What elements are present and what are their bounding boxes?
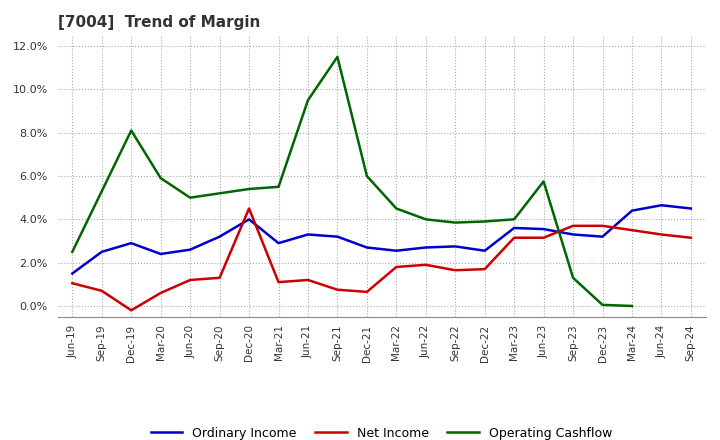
Operating Cashflow	[68, 249, 76, 254]
Text: [7004]  Trend of Margin: [7004] Trend of Margin	[58, 15, 260, 30]
Operating Cashflow	[628, 303, 636, 308]
Line: Operating Cashflow: Operating Cashflow	[72, 57, 632, 306]
Net Income	[510, 235, 518, 240]
Ordinary Income	[657, 202, 666, 208]
Operating Cashflow	[451, 220, 459, 225]
Ordinary Income	[245, 216, 253, 222]
Operating Cashflow	[245, 187, 253, 192]
Operating Cashflow	[304, 98, 312, 103]
Net Income	[392, 264, 400, 270]
Ordinary Income	[421, 245, 430, 250]
Operating Cashflow	[127, 128, 135, 133]
Net Income	[215, 275, 224, 280]
Ordinary Income	[156, 251, 165, 257]
Operating Cashflow	[333, 54, 342, 59]
Net Income	[304, 277, 312, 282]
Operating Cashflow	[363, 173, 372, 179]
Operating Cashflow	[186, 195, 194, 200]
Ordinary Income	[215, 234, 224, 239]
Operating Cashflow	[421, 216, 430, 222]
Operating Cashflow	[510, 216, 518, 222]
Line: Net Income: Net Income	[72, 209, 691, 310]
Operating Cashflow	[215, 191, 224, 196]
Ordinary Income	[274, 241, 283, 246]
Net Income	[274, 279, 283, 285]
Ordinary Income	[539, 227, 548, 232]
Operating Cashflow	[569, 275, 577, 280]
Ordinary Income	[97, 249, 106, 254]
Net Income	[68, 281, 76, 286]
Ordinary Income	[186, 247, 194, 252]
Net Income	[186, 277, 194, 282]
Net Income	[569, 223, 577, 228]
Ordinary Income	[598, 234, 607, 239]
Net Income	[598, 223, 607, 228]
Ordinary Income	[392, 248, 400, 253]
Net Income	[539, 235, 548, 240]
Net Income	[363, 289, 372, 294]
Net Income	[657, 232, 666, 237]
Operating Cashflow	[274, 184, 283, 190]
Ordinary Income	[304, 232, 312, 237]
Ordinary Income	[451, 244, 459, 249]
Net Income	[127, 308, 135, 313]
Net Income	[333, 287, 342, 292]
Ordinary Income	[363, 245, 372, 250]
Net Income	[156, 290, 165, 296]
Net Income	[421, 262, 430, 268]
Operating Cashflow	[97, 188, 106, 194]
Operating Cashflow	[539, 179, 548, 184]
Ordinary Income	[510, 225, 518, 231]
Net Income	[245, 206, 253, 211]
Ordinary Income	[333, 234, 342, 239]
Ordinary Income	[628, 208, 636, 213]
Line: Ordinary Income: Ordinary Income	[72, 205, 691, 274]
Ordinary Income	[687, 206, 696, 211]
Net Income	[628, 227, 636, 233]
Net Income	[687, 235, 696, 240]
Net Income	[451, 268, 459, 273]
Net Income	[97, 288, 106, 293]
Legend: Ordinary Income, Net Income, Operating Cashflow: Ordinary Income, Net Income, Operating C…	[146, 422, 617, 440]
Ordinary Income	[569, 232, 577, 237]
Net Income	[480, 267, 489, 272]
Operating Cashflow	[480, 219, 489, 224]
Ordinary Income	[480, 248, 489, 253]
Ordinary Income	[68, 271, 76, 276]
Operating Cashflow	[392, 206, 400, 211]
Operating Cashflow	[156, 176, 165, 181]
Ordinary Income	[127, 241, 135, 246]
Operating Cashflow	[598, 302, 607, 308]
